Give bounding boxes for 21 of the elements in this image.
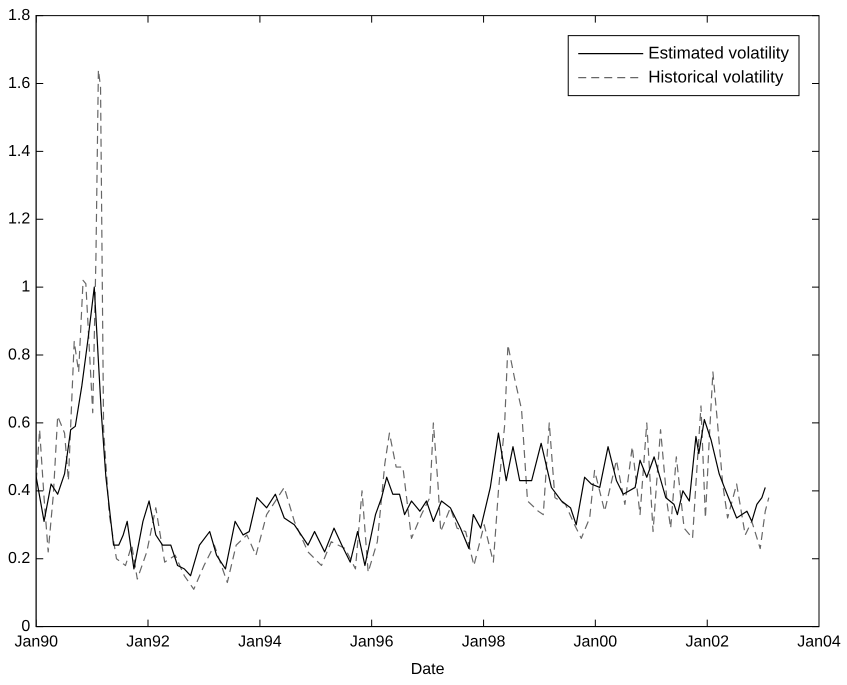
y-tick-label: 0 xyxy=(21,618,30,636)
x-tick-label: Jan92 xyxy=(126,634,170,651)
y-tick-label: 0.8 xyxy=(8,346,30,364)
x-tick-label: Jan94 xyxy=(238,634,282,651)
x-tick-label: Jan98 xyxy=(462,634,506,651)
x-tick-label: Jan00 xyxy=(574,634,618,651)
y-tick-label: 1.6 xyxy=(8,74,30,92)
y-tick-label: 1.2 xyxy=(8,210,30,228)
y-tick-label: 1.4 xyxy=(8,142,30,160)
x-tick-label: Jan04 xyxy=(797,634,841,651)
legend-label: Historical volatility xyxy=(648,67,784,86)
y-tick-label: 1.8 xyxy=(8,7,30,24)
y-tick-label: 1 xyxy=(21,278,30,296)
y-tick-label: 0.4 xyxy=(8,482,30,500)
x-tick-label: Jan02 xyxy=(685,634,730,651)
x-tick-label: Jan90 xyxy=(14,634,58,651)
legend-label: Estimated volatility xyxy=(648,43,790,62)
x-tick-label: Jan96 xyxy=(350,634,394,651)
y-tick-label: 0.2 xyxy=(8,550,30,568)
x-axis-title: Date xyxy=(410,660,445,678)
y-tick-label: 0.6 xyxy=(8,414,30,432)
